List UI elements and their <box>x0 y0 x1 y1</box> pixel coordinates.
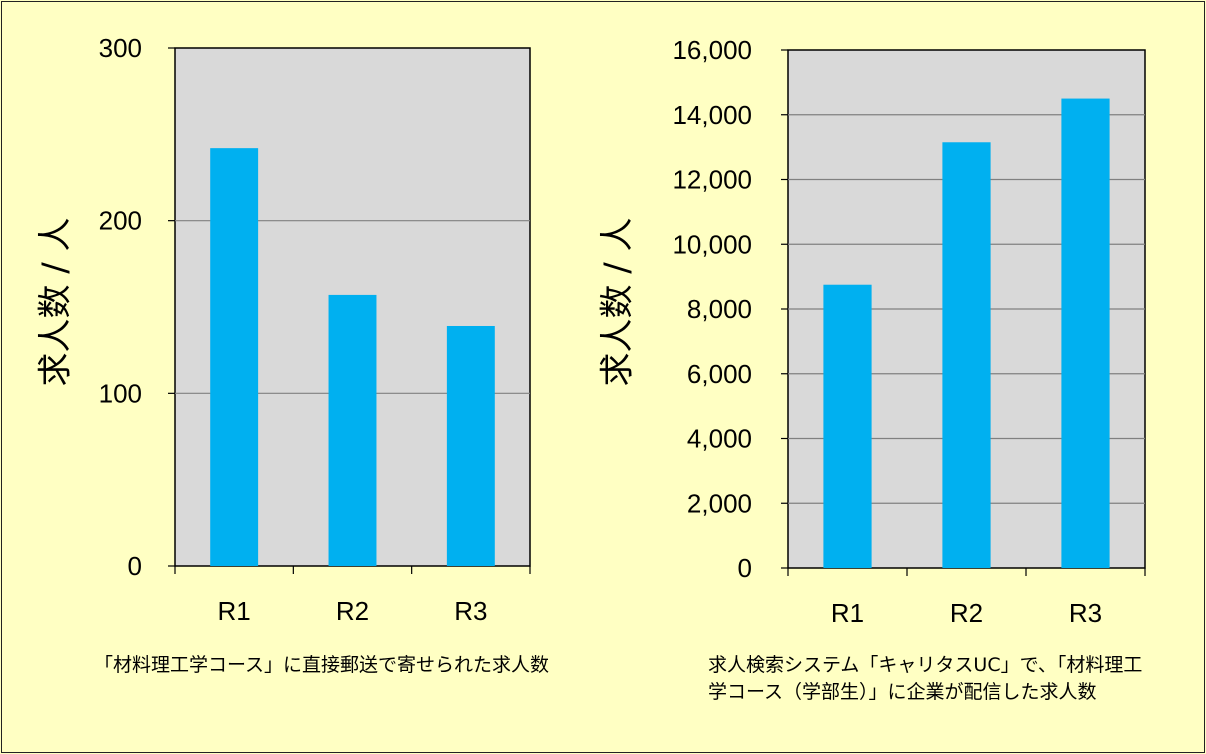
right-bar-r1 <box>823 284 872 568</box>
right-bar-r2 <box>942 142 991 569</box>
right-ytick-label: 16,000 <box>672 35 752 65</box>
left-ytick-label: 200 <box>99 206 142 236</box>
right-ytick-label: 4,000 <box>687 424 752 454</box>
left-xtick-label: R2 <box>336 596 369 626</box>
right-xtick-label: R1 <box>831 598 864 628</box>
left-bar-r2 <box>328 294 377 566</box>
right-bar-r3 <box>1061 98 1110 568</box>
right-ytick-label: 10,000 <box>672 229 752 259</box>
right-ytick-label: 6,000 <box>687 359 752 389</box>
right-ytick-label: 14,000 <box>672 100 752 130</box>
left-xtick-label: R3 <box>454 596 487 626</box>
left-ytick-label: 100 <box>99 378 142 408</box>
right-y-axis-title: 求人数 / 人 <box>598 217 638 386</box>
left-chart-caption: 「材料理工学コース」に直接郵送で寄せられた求人数 <box>94 654 550 676</box>
left-xtick-label: R1 <box>218 596 251 626</box>
left-ytick-label: 0 <box>128 551 142 581</box>
left-ytick-label: 300 <box>99 33 142 63</box>
right-ytick-label: 2,000 <box>687 488 752 518</box>
right-xtick-label: R3 <box>1069 598 1102 628</box>
left-y-axis-title: 求人数 / 人 <box>36 217 76 386</box>
left-bar-r3 <box>446 325 495 566</box>
right-xtick-label: R2 <box>950 598 983 628</box>
right-ytick-label: 8,000 <box>687 294 752 324</box>
right-ytick-label: 0 <box>738 553 752 583</box>
left-bar-r1 <box>210 148 259 566</box>
right-ytick-label: 12,000 <box>672 165 752 195</box>
right-chart-caption: 求人検索システム「キャリタスUC」で、「材料理工学コース（学部生）」に企業が配信… <box>708 654 1143 703</box>
